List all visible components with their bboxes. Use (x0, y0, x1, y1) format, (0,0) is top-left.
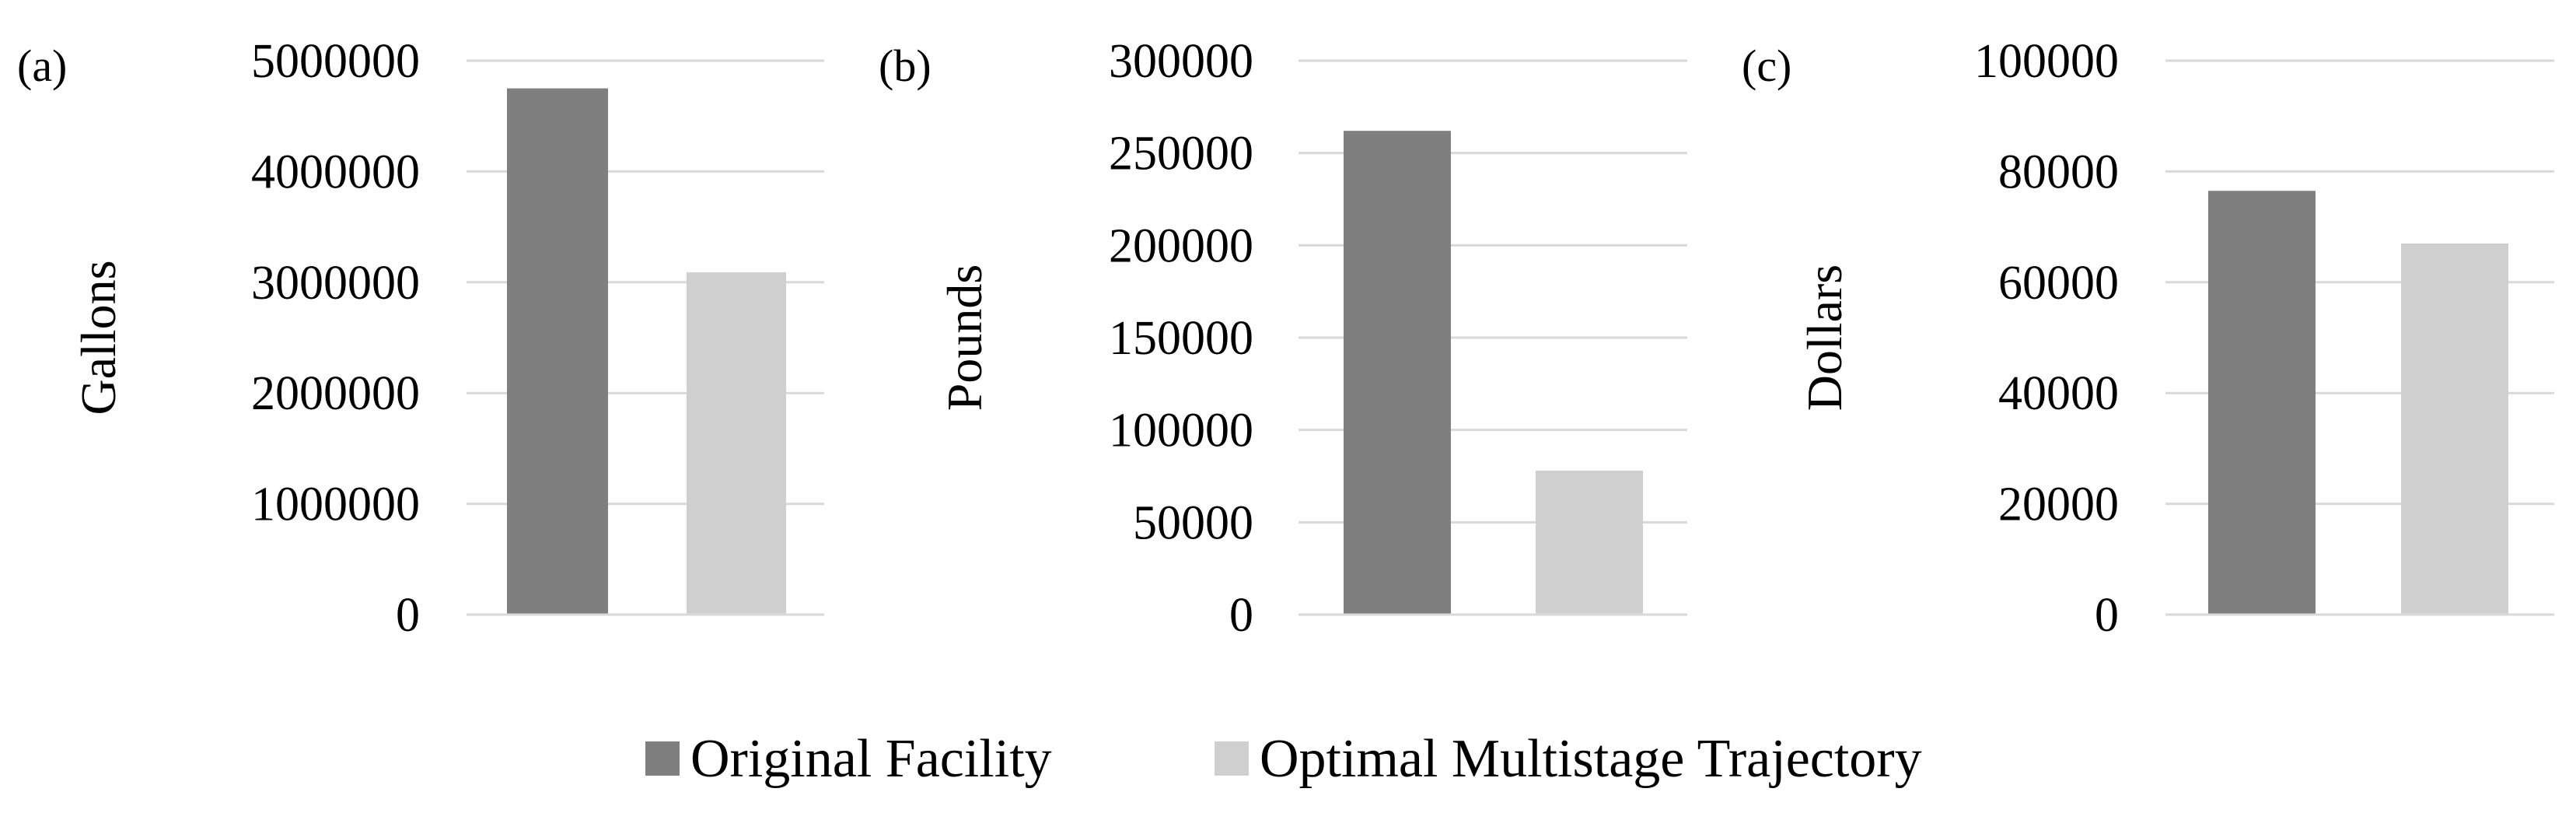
panel-label: (b) (879, 40, 931, 91)
legend-label-original-facility: Original Facility (690, 729, 1052, 789)
y-axis-title: Pounds (937, 265, 992, 412)
y-tick-label: 1000000 (251, 478, 420, 531)
y-tick-label: 300000 (1109, 35, 1253, 88)
bar-original-facility (507, 88, 608, 615)
legend-label-optimal-multistage-trajectory: Optimal Multistage Trajectory (1260, 729, 1922, 789)
panel-label: (a) (17, 40, 67, 91)
y-tick-label: 3000000 (251, 257, 420, 310)
y-tick-label: 5000000 (251, 35, 420, 88)
y-tick-label: 0 (396, 589, 420, 642)
bar-optimal-multistage-trajectory (687, 272, 786, 615)
y-axis-title: Dollars (1797, 265, 1852, 411)
y-tick-label: 60000 (1998, 257, 2119, 310)
chart-panel-a: 0 1000000 2000000 3000000 4000000 5000000 (a) G… (17, 35, 824, 642)
y-tick-label: 0 (1229, 589, 1253, 642)
y-tick-label: 50000 (1133, 496, 1253, 549)
y-tick-label: 80000 (1998, 145, 2119, 198)
legend-swatch-optimal-multistage-trajectory (1215, 741, 1249, 776)
y-tick-label: 200000 (1109, 219, 1253, 272)
y-tick-label: 100000 (1109, 405, 1253, 457)
y-tick-label: 150000 (1109, 312, 1253, 365)
y-tick-label: 4000000 (251, 145, 420, 198)
y-tick-label: 0 (2095, 589, 2119, 642)
y-tick-label: 100000 (1974, 35, 2119, 88)
y-tick-label: 250000 (1109, 128, 1253, 180)
legend: Original Facility Optimal Multistage Tra… (645, 729, 1922, 789)
y-tick-label: 20000 (1998, 478, 2119, 531)
chart-panel-c: 0 20000 40000 60000 80000 100000 (c) Dollars (1742, 35, 2554, 642)
bar-optimal-multistage-trajectory (2401, 243, 2508, 615)
panel-label: (c) (1742, 40, 1791, 91)
bar-optimal-multistage-trajectory (1536, 470, 1643, 615)
chart-panel-b: 0 50000 100000 150000 200000 250000 300000 (b) P… (879, 35, 1687, 642)
bar-original-facility (2208, 191, 2316, 615)
y-tick-label: 2000000 (251, 367, 420, 420)
y-tick-label: 40000 (1998, 367, 2119, 420)
y-axis-title: Gallons (71, 260, 126, 415)
bar-original-facility (1344, 131, 1451, 615)
chart-panels: 010000002000000300000040000005000000(a)G… (17, 35, 2554, 642)
legend-swatch-original-facility (645, 741, 680, 776)
